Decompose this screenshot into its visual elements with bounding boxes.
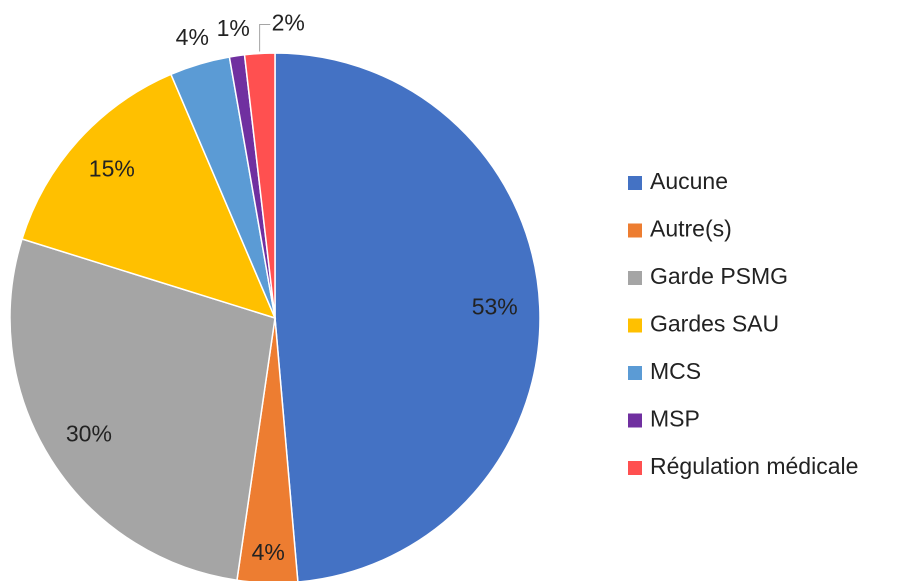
legend-swatch (628, 176, 642, 190)
legend-swatch (628, 413, 642, 428)
pie-slice (21, 73, 277, 320)
legend-label: MSP (650, 406, 700, 432)
data-label: 1% (217, 15, 250, 41)
legend-label: MCS (650, 358, 701, 384)
data-label: 30% (66, 420, 112, 446)
data-label: 15% (89, 156, 135, 182)
legend-swatch (628, 461, 642, 475)
legend-swatch (628, 366, 642, 380)
legend-swatch (628, 271, 642, 285)
pie-slice (243, 52, 276, 319)
data-label: 2% (272, 10, 305, 36)
leader-line (259, 23, 271, 52)
legend-label: Régulation médicale (650, 453, 858, 479)
legend-label: Autre(s) (650, 216, 732, 242)
pie-slice (274, 52, 541, 581)
data-label: 4% (176, 24, 209, 50)
legend-label: Gardes SAU (650, 311, 779, 337)
legend-swatch (628, 318, 642, 333)
data-label: 4% (252, 539, 285, 565)
legend-swatch (628, 223, 642, 238)
pie-slice (9, 238, 276, 581)
legend-label: Garde PSMG (650, 263, 788, 289)
legend-label: Aucune (650, 168, 728, 194)
data-label: 53% (472, 294, 518, 320)
